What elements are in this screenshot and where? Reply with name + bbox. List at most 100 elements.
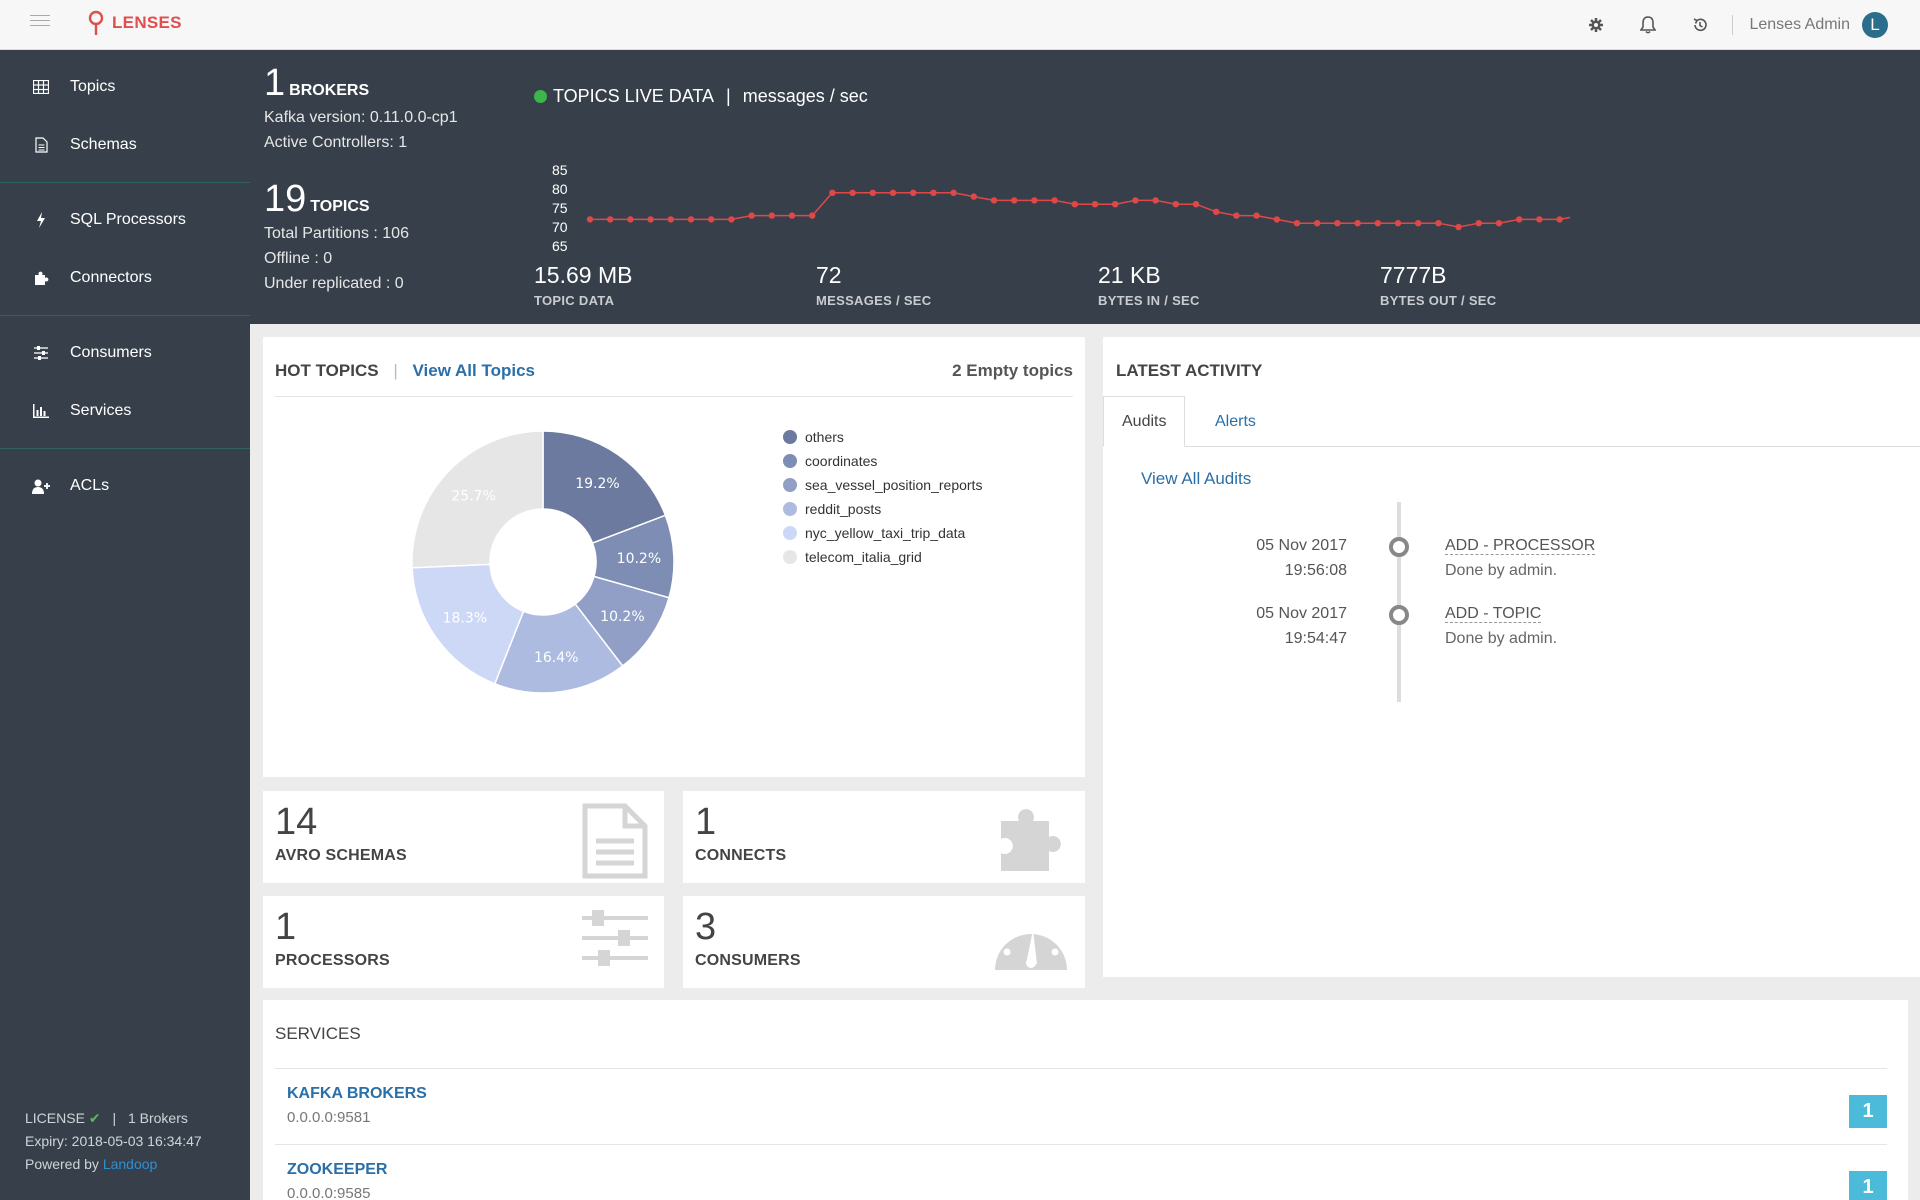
topbar-divider <box>1732 15 1734 35</box>
timeline-line <box>1397 502 1401 702</box>
pie-slice[interactable] <box>493 603 624 694</box>
tab-audits[interactable]: Audits <box>1103 396 1186 447</box>
view-all-audits-link[interactable]: View All Audits <box>1141 469 1252 488</box>
data-point <box>1273 216 1280 223</box>
data-point <box>809 212 816 219</box>
metric-value: 15.69 MB <box>534 262 633 288</box>
service-name[interactable]: KAFKA BROKERS <box>287 1085 427 1102</box>
legend-swatch <box>783 430 797 444</box>
list-item: KAFKA BROKERS 0.0.0.0:9581 1 <box>275 1068 1887 1144</box>
slice-label: 16.4% <box>534 650 578 666</box>
data-point <box>1051 197 1058 204</box>
legend-item[interactable]: others <box>783 425 982 449</box>
timeline-dot <box>1389 605 1409 625</box>
legend-item[interactable]: nyc_yellow_taxi_trip_data <box>783 521 982 545</box>
sidebar-item-label: Services <box>70 402 132 419</box>
puzzle-icon <box>1001 809 1061 871</box>
pie-slice[interactable] <box>411 430 544 569</box>
topics-summary: 19 TOPICS Total Partitions : 106 Offline … <box>264 178 409 296</box>
sidebar-item-label: Consumers <box>70 344 152 361</box>
metric-value: 21 KB <box>1098 262 1161 288</box>
legend-label: reddit_posts <box>805 501 882 517</box>
tile-value: 14 <box>275 801 318 843</box>
metric-label: BYTES OUT / SEC <box>1380 293 1497 308</box>
data-point <box>647 216 654 223</box>
under-replicated-count: Under replicated : 0 <box>264 275 404 292</box>
settings-gear-icon[interactable] <box>1570 0 1622 50</box>
landoop-link[interactable]: Landoop <box>102 1156 158 1172</box>
sidebar-item-connectors[interactable]: Connectors <box>0 249 250 307</box>
data-point <box>1152 197 1159 204</box>
pie-slice[interactable] <box>411 563 525 685</box>
data-point <box>990 197 998 204</box>
legend-item[interactable]: telecom_italia_grid <box>783 545 982 569</box>
timeline-action[interactable]: ADD - TOPIC <box>1445 605 1542 623</box>
history-icon[interactable] <box>1674 0 1726 50</box>
user-name[interactable]: Lenses Admin <box>1749 16 1850 33</box>
total-partitions: Total Partitions : 106 <box>264 225 409 242</box>
slice-label: 19.2% <box>575 476 619 492</box>
tile-label: CONSUMERS <box>695 952 801 969</box>
data-point <box>1556 216 1563 223</box>
timeline-action[interactable]: ADD - PROCESSOR <box>1445 537 1596 555</box>
sidebar-item-acls[interactable]: ACLs <box>0 457 250 515</box>
avro-schemas-tile[interactable]: 14 AVRO SCHEMAS <box>263 791 664 883</box>
empty-topics-count[interactable]: 2 Empty topics <box>952 361 1073 380</box>
sidebar-item-topics[interactable]: Topics <box>0 58 250 116</box>
y-tick-label: 65 <box>552 238 568 254</box>
license-brokers: 1 Brokers <box>127 1110 188 1126</box>
avatar[interactable]: L <box>1862 12 1888 38</box>
sidebar-item-label: ACLs <box>70 477 110 494</box>
service-count-badge: 1 <box>1849 1171 1887 1200</box>
data-point <box>586 216 594 223</box>
data-point <box>1455 223 1462 231</box>
tile-label: CONNECTS <box>695 847 787 864</box>
data-point <box>889 189 897 196</box>
legend-item[interactable]: sea_vessel_position_reports <box>783 473 982 497</box>
view-all-topics-link[interactable]: View All Topics <box>412 361 535 380</box>
data-point <box>1253 212 1260 219</box>
data-point <box>1314 220 1321 227</box>
sidebar-item-consumers[interactable]: Consumers <box>0 324 250 382</box>
data-point <box>1132 197 1139 204</box>
tab-alerts[interactable]: Alerts <box>1215 412 1256 430</box>
processors-tile[interactable]: 1 PROCESSORS <box>263 896 664 988</box>
legend-label: nyc_yellow_taxi_trip_data <box>805 525 966 541</box>
legend-label: telecom_italia_grid <box>805 549 922 565</box>
legend-swatch <box>783 478 797 492</box>
connects-tile[interactable]: 1 CONNECTS <box>683 791 1085 883</box>
data-point <box>1011 197 1018 204</box>
slice-label: 18.3% <box>443 611 487 627</box>
sidebar-item-schemas[interactable]: Schemas <box>0 116 250 174</box>
timeline-time: 19:56:08 <box>1284 562 1347 579</box>
data-point <box>728 216 735 223</box>
data-point <box>1192 201 1200 208</box>
notifications-bell-icon[interactable] <box>1622 0 1674 50</box>
data-point <box>1394 220 1402 227</box>
dashboard-icon <box>995 920 1067 970</box>
data-point <box>1536 216 1543 223</box>
services-title: SERVICES <box>275 1024 361 1043</box>
service-name[interactable]: ZOOKEEPER <box>287 1161 388 1178</box>
pie-slice[interactable] <box>542 430 667 545</box>
legend-swatch <box>783 454 797 468</box>
legend-item[interactable]: reddit_posts <box>783 497 982 521</box>
data-point <box>748 212 755 219</box>
data-point <box>1112 201 1119 208</box>
sidebar-item-services[interactable]: Services <box>0 382 250 440</box>
legend-label: others <box>805 429 844 445</box>
hot-topics-panel: HOT TOPICS | View All Topics 2 Empty top… <box>263 337 1085 777</box>
data-point <box>1475 220 1482 227</box>
sidebar-item-sql-processors[interactable]: SQL Processors <box>0 191 250 249</box>
app-logo[interactable]: LENSES <box>88 10 182 36</box>
data-point <box>607 216 614 223</box>
data-point <box>1334 220 1341 227</box>
legend-item[interactable]: coordinates <box>783 449 982 473</box>
consumers-tile[interactable]: 3 CONSUMERS <box>683 896 1085 988</box>
list-item: ZOOKEEPER 0.0.0.0:9585 1 <box>275 1144 1887 1200</box>
service-count-badge: 1 <box>1849 1095 1887 1128</box>
brokers-summary: 1 BROKERS Kafka version: 0.11.0.0-cp1 Act… <box>264 62 458 155</box>
data-point <box>1233 212 1240 219</box>
menu-toggle-icon[interactable] <box>30 15 50 31</box>
data-point <box>1213 208 1220 215</box>
